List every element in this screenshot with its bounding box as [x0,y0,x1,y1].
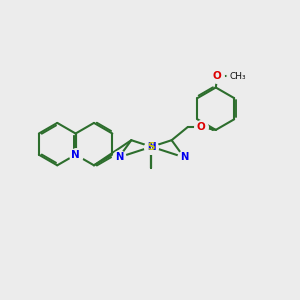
Text: S: S [148,142,155,152]
Text: N: N [147,142,156,152]
Text: CH₃: CH₃ [230,72,246,81]
Text: N: N [115,152,123,162]
Text: O: O [213,71,222,81]
Text: N: N [71,150,80,160]
Text: N: N [147,142,156,152]
Text: N: N [180,152,188,162]
Text: O: O [197,122,206,132]
